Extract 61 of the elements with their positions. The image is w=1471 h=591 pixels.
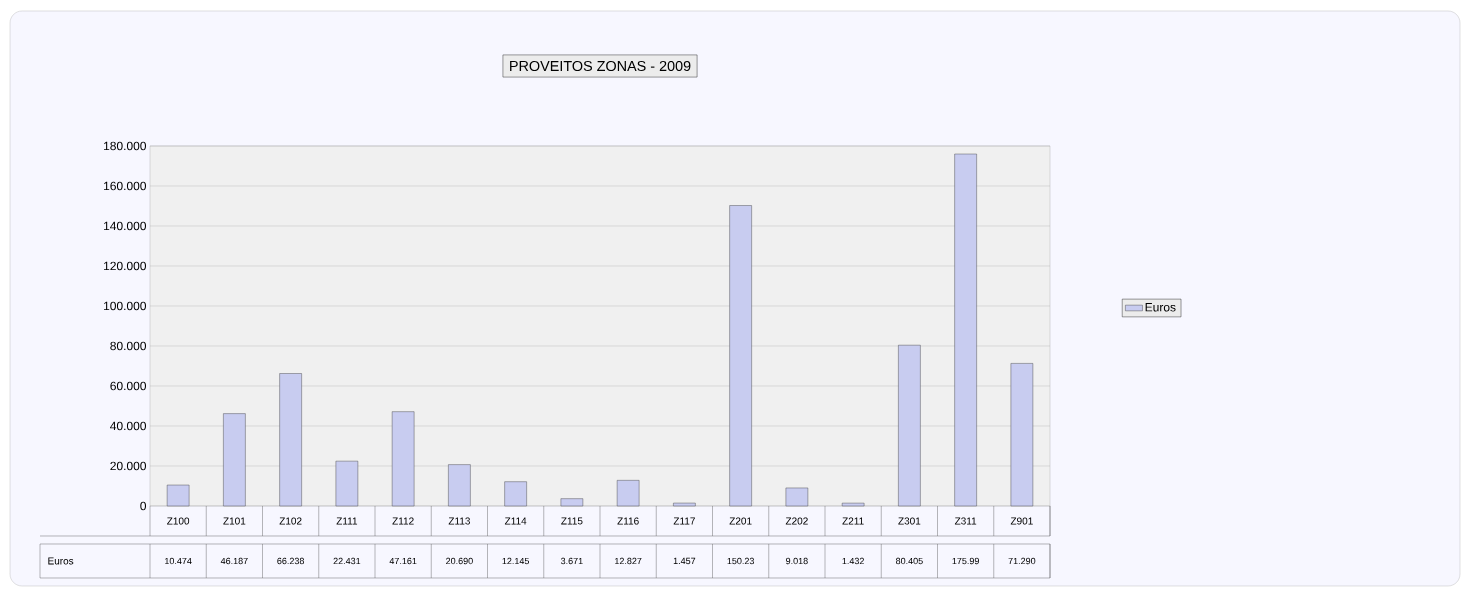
bar — [560, 498, 584, 507]
y-tick-label: 120.000 — [104, 261, 147, 271]
bar — [223, 413, 246, 507]
bar — [616, 480, 640, 507]
data-label: 9.018 — [786, 557, 808, 565]
x-tick-label: Z102 — [279, 517, 302, 525]
bar — [954, 153, 977, 507]
y-tick-label: 40.000 — [110, 421, 147, 431]
bar — [166, 484, 190, 507]
data-label: 66.238 — [277, 557, 304, 565]
x-tick-label: Z116 — [617, 517, 639, 525]
bar — [785, 487, 809, 507]
data-label: 175.99 — [952, 557, 979, 565]
legend-label: Euros — [1145, 303, 1176, 312]
data-label: 12.145 — [502, 557, 530, 565]
y-tick-label: 160.000 — [104, 181, 147, 191]
x-tick-label: Z211 — [842, 517, 864, 525]
bar — [1010, 363, 1034, 507]
data-label: 1.457 — [673, 557, 696, 565]
data-label: 1.432 — [842, 557, 864, 565]
data-label: 71.290 — [1008, 557, 1036, 565]
x-tick-label: Z115 — [561, 517, 583, 525]
x-tick-label: Z117 — [673, 517, 695, 525]
data-label: 20.690 — [446, 557, 473, 565]
y-tick-label: 180.000 — [104, 141, 147, 151]
bar — [898, 344, 921, 507]
data-label: 12.827 — [615, 557, 642, 565]
x-tick-label: Z113 — [448, 517, 470, 525]
bar — [391, 411, 415, 507]
data-label: 10.474 — [165, 557, 192, 565]
x-tick-label: Z101 — [223, 517, 246, 525]
x-tick-label: Z301 — [898, 517, 921, 525]
bar — [729, 205, 752, 507]
data-label: 47.161 — [389, 557, 417, 565]
data-label: 150.23 — [727, 557, 754, 565]
bar — [841, 502, 865, 507]
bar — [279, 373, 302, 507]
x-tick-label: Z114 — [504, 517, 527, 525]
bar — [448, 464, 471, 507]
y-tick-label: 20.000 — [110, 461, 147, 471]
y-tick-label: 140.000 — [104, 221, 147, 231]
data-label: 22.431 — [333, 557, 361, 565]
x-tick-label: Z112 — [392, 517, 414, 525]
chart-title: PROVEITOS ZONAS - 2009 — [510, 60, 691, 72]
x-tick-label: Z311 — [954, 517, 977, 525]
bar — [504, 481, 527, 507]
data-label: 80.405 — [896, 557, 923, 565]
text: Euros — [48, 557, 74, 565]
x-tick-label: Z901 — [1010, 517, 1033, 525]
x-tick-label: Z202 — [785, 517, 808, 525]
y-tick-label: 60.000 — [110, 381, 147, 391]
data-label: 46.187 — [220, 557, 248, 565]
y-tick-label: 0 — [140, 501, 147, 511]
x-tick-label: Z201 — [729, 517, 752, 525]
y-tick-label: 100.000 — [104, 301, 147, 311]
bar — [673, 502, 696, 507]
bar — [335, 460, 359, 507]
data-label: 3.671 — [560, 557, 583, 565]
x-tick-label: Z100 — [167, 517, 190, 525]
x-tick-label: Z111 — [336, 517, 358, 525]
y-tick-label: 80.000 — [110, 341, 147, 351]
